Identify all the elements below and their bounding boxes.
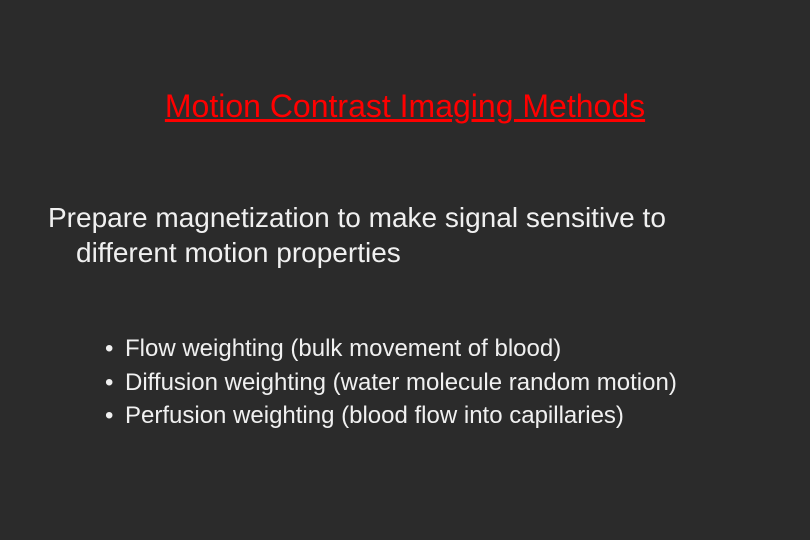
slide-subtitle: Prepare magnetization to make signal sen…	[48, 200, 762, 270]
bullet-list: Flow weighting (bulk movement of blood) …	[105, 332, 770, 433]
subtitle-line-2: different motion properties	[48, 235, 762, 270]
list-item: Flow weighting (bulk movement of blood)	[105, 332, 770, 366]
list-item: Diffusion weighting (water molecule rand…	[105, 366, 770, 400]
subtitle-line-1: Prepare magnetization to make signal sen…	[48, 202, 666, 233]
list-item: Perfusion weighting (blood flow into cap…	[105, 399, 770, 433]
slide-title: Motion Contrast Imaging Methods	[0, 88, 810, 125]
